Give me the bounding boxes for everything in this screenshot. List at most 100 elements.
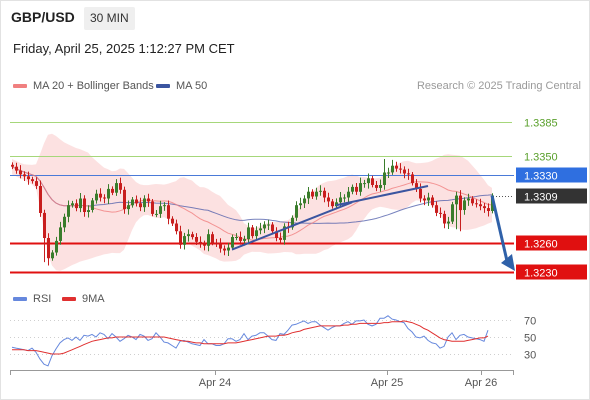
candle-body bbox=[99, 193, 102, 198]
x-tick-label-2: Apr 26 bbox=[465, 377, 497, 389]
x-tick-label-1: Apr 25 bbox=[371, 377, 403, 389]
candle-body bbox=[427, 197, 430, 201]
candle-body bbox=[71, 203, 74, 206]
candle-body bbox=[79, 198, 82, 209]
candle-body bbox=[95, 193, 98, 201]
candle-body bbox=[475, 203, 478, 205]
candle-body bbox=[43, 212, 46, 238]
candle-body bbox=[231, 237, 234, 248]
candle-body bbox=[487, 208, 490, 211]
candle-body bbox=[23, 174, 26, 177]
candle-body bbox=[451, 204, 454, 222]
candle-body bbox=[151, 201, 154, 214]
levels-group: 1.3385 1.3350 1.3330 1.3309 1.3260 1.3230 bbox=[10, 118, 587, 280]
candle-body bbox=[55, 240, 58, 253]
candle-body bbox=[243, 239, 246, 241]
candle-body bbox=[163, 205, 166, 207]
forecast-arrow-head bbox=[501, 254, 515, 271]
candle-body bbox=[275, 231, 278, 238]
candle-body bbox=[223, 248, 226, 251]
candle-body bbox=[331, 201, 334, 207]
ma50-swatch bbox=[156, 84, 170, 88]
candle-body bbox=[211, 234, 214, 243]
last-price-label: 1.3309 bbox=[524, 192, 558, 204]
candle-body bbox=[123, 189, 126, 210]
candle-body bbox=[131, 199, 134, 206]
legend-9ma-label: 9MA bbox=[82, 293, 105, 305]
candle-body bbox=[439, 212, 442, 214]
timestamp: Friday, April 25, 2025 1:12:27 PM CET bbox=[13, 41, 235, 56]
candle-body bbox=[195, 237, 198, 242]
candle-body bbox=[147, 198, 150, 202]
timeframe-badge[interactable]: 30 MIN bbox=[84, 7, 135, 30]
last-price-box bbox=[516, 188, 587, 204]
candle-body bbox=[363, 183, 366, 185]
trendlines bbox=[231, 184, 515, 271]
support-label-1.3230: 1.3230 bbox=[524, 268, 558, 280]
candle-body bbox=[283, 226, 286, 240]
candle-body bbox=[251, 227, 254, 237]
candle-body bbox=[375, 185, 378, 188]
candle-body bbox=[483, 206, 486, 209]
rsi-panel: 70 50 30 bbox=[10, 315, 536, 367]
rsi-tick-label-30: 30 bbox=[524, 350, 536, 362]
candle-body bbox=[267, 224, 270, 226]
candle-body bbox=[343, 197, 346, 199]
legend-9ma: 9MA bbox=[62, 293, 105, 305]
resistance-label-1.3385: 1.3385 bbox=[524, 118, 558, 130]
candle-body bbox=[51, 252, 54, 259]
ma9-swatch bbox=[62, 297, 76, 301]
candle-body bbox=[203, 243, 206, 246]
rsi-swatch bbox=[13, 297, 27, 301]
candle-body bbox=[479, 204, 482, 207]
candle-body bbox=[443, 213, 446, 224]
candle-body bbox=[115, 183, 118, 193]
candle-body bbox=[39, 186, 42, 213]
rsi-tick-label-70: 70 bbox=[524, 316, 536, 328]
candle-body bbox=[179, 231, 182, 245]
candle-body bbox=[259, 228, 262, 231]
candle-body bbox=[387, 172, 390, 174]
candle-body bbox=[111, 188, 114, 193]
candle-body bbox=[171, 218, 174, 224]
candle-body bbox=[403, 169, 406, 174]
legend-ma50-label: MA 50 bbox=[176, 80, 208, 92]
candle-body bbox=[383, 172, 386, 185]
candle-body bbox=[175, 223, 178, 232]
pivot-label: 1.3330 bbox=[524, 171, 558, 183]
candle-body bbox=[63, 216, 66, 228]
candle-body bbox=[155, 213, 158, 215]
candle-body bbox=[411, 174, 414, 184]
candle-body bbox=[67, 205, 70, 217]
candle-body bbox=[143, 198, 146, 208]
candle-body bbox=[135, 199, 138, 204]
candle-body bbox=[239, 237, 242, 241]
x-axis: Apr 24 Apr 25 Apr 26 bbox=[10, 370, 514, 389]
candle-body bbox=[187, 234, 190, 237]
candle-body bbox=[75, 203, 78, 209]
candle-body bbox=[395, 165, 398, 169]
candle-body bbox=[463, 200, 466, 210]
candles-group bbox=[11, 159, 494, 266]
candle-body bbox=[59, 227, 62, 241]
candle-body bbox=[255, 230, 258, 237]
candle-body bbox=[183, 236, 186, 245]
legend-ma20: MA 20 + Bollinger Bands bbox=[13, 80, 154, 92]
candle-body bbox=[379, 185, 382, 188]
candle-body bbox=[207, 234, 210, 246]
rsi-tick-label-50: 50 bbox=[524, 333, 536, 345]
support-label-box-1.3260 bbox=[516, 235, 587, 251]
candle-body bbox=[235, 237, 238, 238]
candle-body bbox=[139, 203, 142, 208]
candle-body bbox=[119, 183, 122, 190]
candle-body bbox=[167, 205, 170, 219]
candle-body bbox=[199, 241, 202, 244]
candle-body bbox=[103, 197, 106, 199]
candle-body bbox=[339, 197, 342, 203]
legend-rsi: RSI bbox=[13, 293, 51, 305]
candle-body bbox=[391, 165, 394, 173]
candle-body bbox=[367, 178, 370, 184]
candle-body bbox=[359, 183, 362, 192]
candle-body bbox=[371, 178, 374, 185]
